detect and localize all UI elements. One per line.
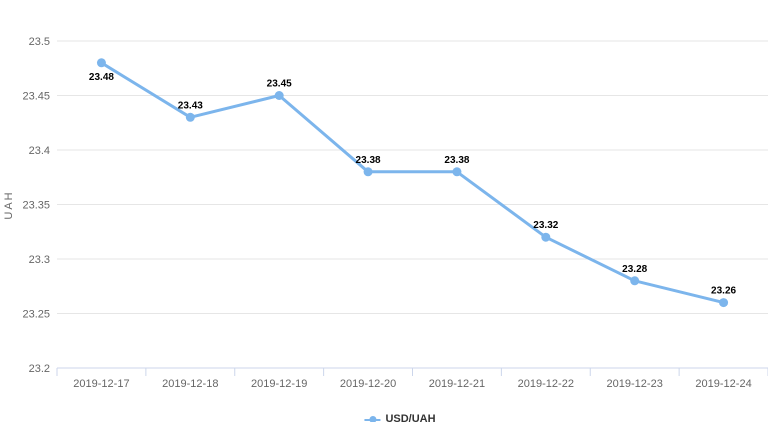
data-point-label: 23.32 [533,220,558,231]
legend-dot-icon [369,415,377,422]
legend-label: USD/UAH [385,413,436,422]
y-axis-title: UAH [3,190,15,219]
data-point-marker[interactable] [541,232,551,242]
data-point-label: 23.26 [711,286,736,297]
x-tick-label: 2019-12-17 [73,378,129,390]
y-tick-label: 23.45 [22,91,50,103]
data-point-label: 23.28 [622,264,647,275]
data-point-label: 23.38 [356,155,381,166]
data-point-marker[interactable] [274,91,284,100]
x-tick-label: 2019-12-19 [251,378,307,390]
y-tick-label: 23.3 [29,254,50,266]
y-tick-label: 23.35 [22,200,50,212]
y-tick-label: 23.4 [29,145,50,157]
data-point-marker[interactable] [185,112,195,122]
data-point-marker[interactable] [96,58,106,68]
data-point-label: 23.48 [89,72,114,83]
y-tick-label: 23.25 [22,309,50,321]
y-tick-label: 23.5 [29,36,50,48]
x-tick-label: 2019-12-24 [695,378,751,390]
data-point-marker[interactable] [630,276,640,286]
legend-line-marker-icon [364,415,381,422]
data-point-marker[interactable] [719,298,729,308]
y-tick-label: 23.2 [29,363,50,375]
data-point-label: 23.43 [178,100,203,111]
x-tick-label: 2019-12-22 [518,378,574,390]
data-point-marker[interactable] [452,167,462,177]
x-tick-label: 2019-12-18 [162,378,218,390]
series-line [99,61,726,305]
data-point-label: 23.45 [267,79,292,90]
x-tick-label: 2019-12-21 [429,378,485,390]
data-point-label: 23.38 [444,155,469,166]
data-point-marker[interactable] [363,167,373,177]
x-tick-label: 2019-12-20 [340,378,396,390]
legend-item-usd-uah[interactable]: USD/UAH [364,413,436,422]
x-tick-label: 2019-12-23 [607,378,663,390]
